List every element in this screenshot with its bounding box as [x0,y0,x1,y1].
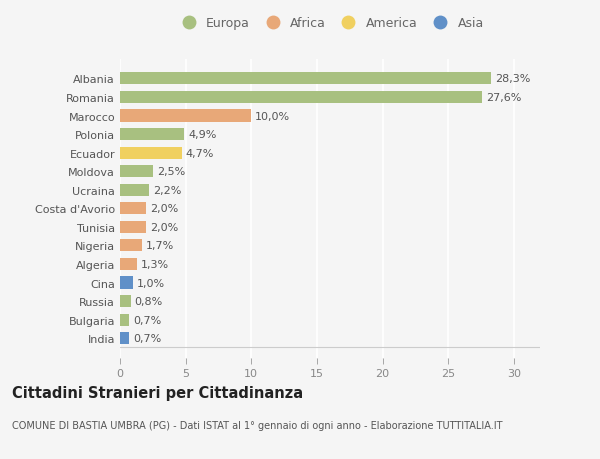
Text: 4,7%: 4,7% [185,148,214,158]
Text: 28,3%: 28,3% [496,74,531,84]
Text: 0,7%: 0,7% [133,315,161,325]
Text: 10,0%: 10,0% [255,111,290,121]
Bar [120,129,184,141]
Text: 2,5%: 2,5% [157,167,185,177]
Bar [120,240,142,252]
Text: Cittadini Stranieri per Cittadinanza: Cittadini Stranieri per Cittadinanza [12,386,303,401]
Bar [120,332,129,344]
Text: 2,0%: 2,0% [150,204,178,214]
Bar [120,110,251,122]
Text: 1,3%: 1,3% [141,259,169,269]
Bar [120,277,133,289]
Bar [120,203,146,215]
Bar [120,296,131,308]
Bar [120,92,482,104]
Bar [120,73,491,85]
Bar [120,185,149,196]
Bar [120,221,146,233]
Text: 1,0%: 1,0% [137,278,165,288]
Text: 2,0%: 2,0% [150,222,178,232]
Text: 1,7%: 1,7% [146,241,175,251]
Text: 0,8%: 0,8% [134,297,163,307]
Bar [120,314,129,326]
Text: 0,7%: 0,7% [133,333,161,343]
Legend: Europa, Africa, America, Asia: Europa, Africa, America, Asia [171,12,489,35]
Text: 27,6%: 27,6% [486,93,521,103]
Bar [120,147,182,159]
Text: 4,9%: 4,9% [188,130,217,140]
Text: 2,2%: 2,2% [153,185,181,196]
Text: COMUNE DI BASTIA UMBRA (PG) - Dati ISTAT al 1° gennaio di ogni anno - Elaborazio: COMUNE DI BASTIA UMBRA (PG) - Dati ISTAT… [12,420,503,430]
Bar [120,166,153,178]
Bar [120,258,137,270]
